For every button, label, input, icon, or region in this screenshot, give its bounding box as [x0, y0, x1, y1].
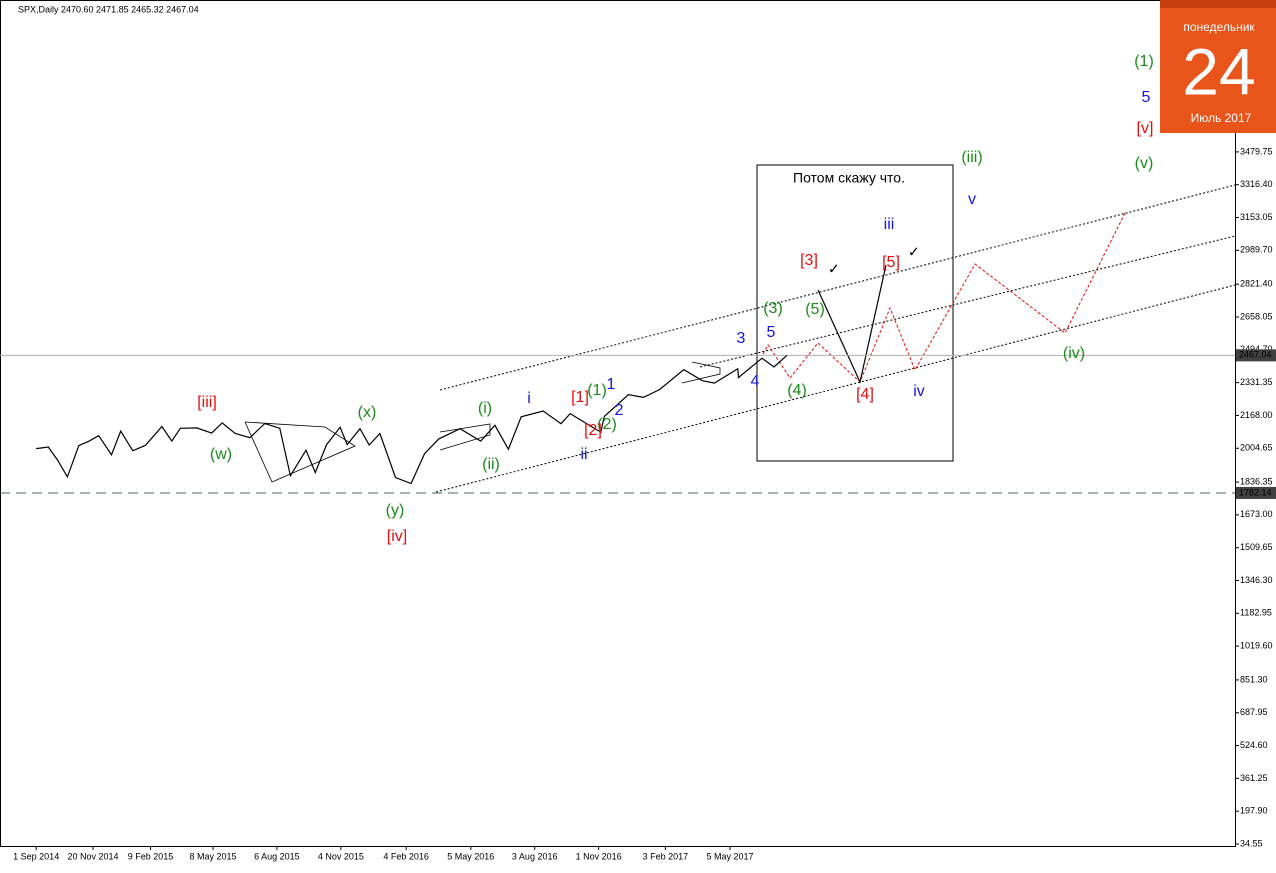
wave-label: [iv] [387, 528, 407, 545]
calendar-month: Июль 2017 [1191, 111, 1252, 125]
wave-label: (1) [1134, 53, 1154, 70]
wave-label: (i) [478, 400, 492, 417]
check-mark: ✓ [828, 261, 840, 277]
wave-label: (1) [587, 382, 607, 399]
calendar-top [1160, 0, 1276, 8]
y-tick-label: 1673.00 [1240, 509, 1273, 519]
y-tick-label: 851.30 [1240, 674, 1268, 684]
y-tick-label: 197.90 [1240, 806, 1268, 816]
x-tick-label: 6 Aug 2015 [254, 851, 300, 861]
calendar-widget [1160, 0, 1276, 133]
wave-label: 1 [607, 376, 616, 393]
y-tick-label: 1836.35 [1240, 476, 1273, 486]
wave-label: (w) [210, 446, 232, 463]
x-tick-label: 3 Feb 2017 [643, 851, 689, 861]
x-tick-label: 4 Feb 2016 [383, 851, 429, 861]
wave-label: (ii) [482, 456, 500, 473]
y-tick-label: 34.55 [1240, 838, 1263, 848]
wave-label: [4] [856, 386, 874, 403]
y-tick-label: 2821.40 [1240, 279, 1273, 289]
y-tick-label: 1019.60 [1240, 641, 1273, 651]
plot-frame [0, 0, 1236, 847]
x-tick-label: 20 Nov 2014 [67, 851, 118, 861]
price-tag: 2467.04 [1239, 350, 1272, 360]
wave-label: [5] [882, 254, 900, 271]
wave-label: iii [884, 216, 895, 233]
note-text: Потом скажу что. [793, 170, 905, 186]
wave-label: 5 [767, 324, 776, 341]
wave-label: (x) [358, 404, 377, 421]
y-tick-label: 2989.70 [1240, 245, 1273, 255]
wave-label: (2) [597, 416, 617, 433]
y-tick-label: 361.25 [1240, 773, 1268, 783]
wave-label: 3 [737, 330, 746, 347]
price-tag-bg [1236, 486, 1276, 499]
y-tick-label: 1509.65 [1240, 542, 1273, 552]
y-tick-label: 3153.05 [1240, 212, 1273, 222]
x-tick-label: 3 Aug 2016 [512, 851, 558, 861]
wave-label: (3) [763, 300, 783, 317]
price-line-series [36, 354, 788, 485]
wave-label: i [527, 390, 531, 407]
projection-path [762, 212, 1126, 383]
wave-label: iv [913, 383, 925, 400]
plot: 34.55 197.90 361.25 524.60 687.95 851.30 1019.… [0, 146, 1276, 861]
wave-label: (y) [386, 502, 405, 519]
wave-label: 2 [615, 402, 624, 419]
y-tick-label: 2168.00 [1240, 410, 1273, 420]
note-box [756, 164, 954, 462]
chart-title: SPX,Daily 2470.60 2471.85 2465.32 2467.0… [18, 4, 199, 14]
x-tick-label: 8 May 2015 [189, 851, 236, 861]
wave-label: [v] [1137, 120, 1154, 137]
wave-label: (5) [805, 301, 825, 318]
price-tag-bg [1236, 349, 1276, 362]
y-tick-label: 687.95 [1240, 707, 1268, 717]
wave-label: [3] [800, 252, 818, 269]
wave-label: 4 [751, 373, 760, 390]
y-tick-label: 2658.05 [1240, 311, 1273, 321]
x-tick-label: 5 May 2016 [447, 851, 494, 861]
wave-label: [2] [584, 422, 602, 439]
y-tick-label: 1182.95 [1240, 608, 1272, 618]
wave-label: [iii] [197, 394, 217, 411]
y-tick-label: 1346.30 [1240, 575, 1273, 585]
y-tick-label: 2331.35 [1240, 377, 1273, 387]
wave-label: (4) [787, 382, 807, 399]
x-tick-label: 1 Sep 2014 [13, 851, 59, 861]
price-tag: 1782.14 [1239, 487, 1272, 497]
triangle [439, 423, 491, 451]
wave-label: (iv) [1063, 345, 1085, 362]
wave-label: 5 [1142, 89, 1151, 106]
wave-label: [1] [571, 389, 589, 406]
calendar-weekday: понедельник [1183, 20, 1255, 34]
y-tick-label: 2494.70 [1240, 344, 1273, 354]
x-tick-label: 9 Feb 2015 [128, 851, 174, 861]
wave-label: ii [580, 446, 587, 463]
y-tick-label: 524.60 [1240, 740, 1268, 750]
wave-label: (iii) [961, 149, 982, 166]
projection-black [817, 264, 887, 384]
x-tick-label: 4 Nov 2015 [318, 851, 364, 861]
y-tick-label: 3479.75 [1240, 146, 1273, 156]
triangle [244, 421, 356, 483]
x-tick-label: 5 May 2017 [706, 851, 753, 861]
x-tick-label: 1 Nov 2016 [576, 851, 622, 861]
triangles [244, 361, 721, 483]
calendar-day: 24 [1182, 34, 1255, 108]
check-mark: ✓ [908, 244, 920, 260]
triangle [681, 361, 721, 384]
wave-label: (v) [1135, 155, 1154, 172]
channel-lower [435, 284, 1236, 493]
y-tick-label: 3316.40 [1240, 179, 1273, 189]
y-tick-label: 2004.65 [1240, 443, 1273, 453]
wave-label: v [968, 191, 976, 208]
